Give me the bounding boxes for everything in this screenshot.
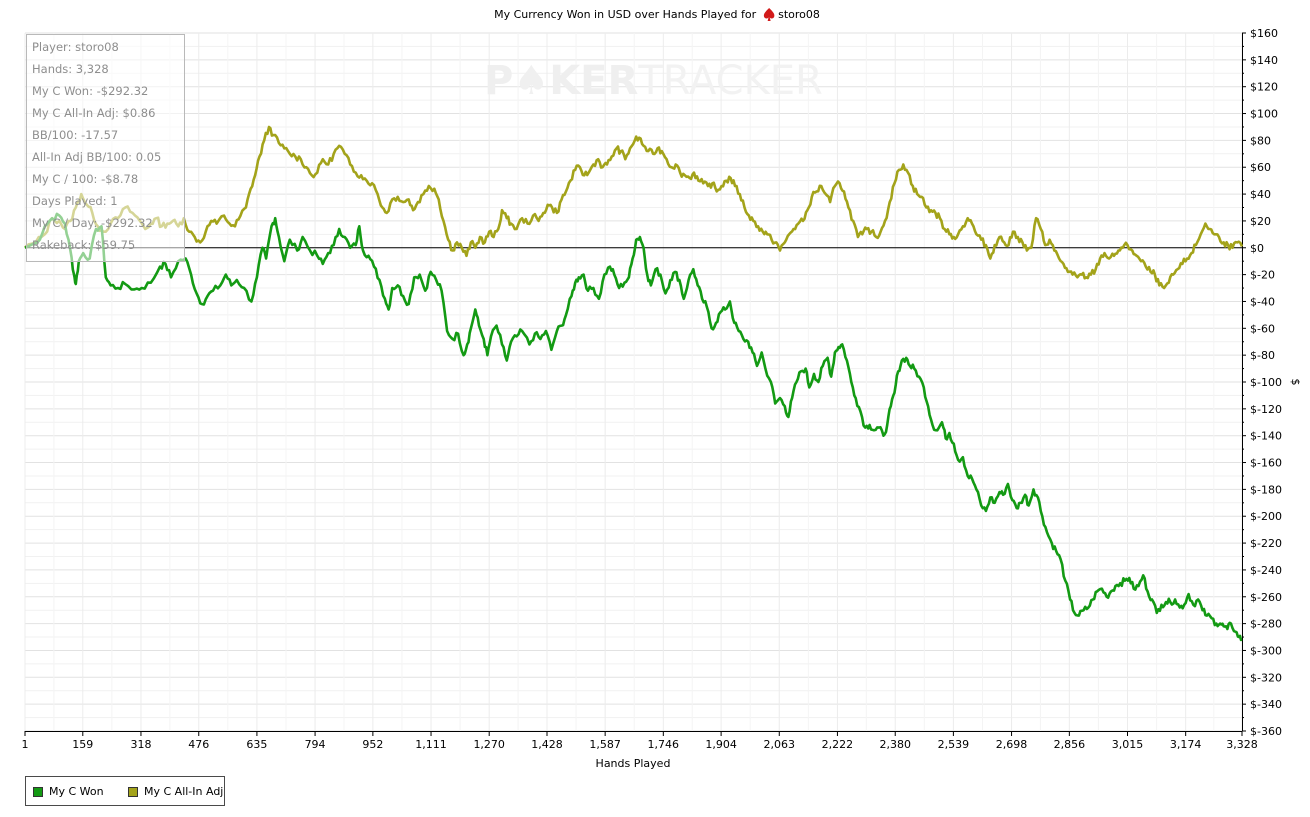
x-tick-label: 2,222 — [822, 738, 854, 751]
pokertracker-watermark: P♠KERTRACKER — [484, 58, 823, 104]
x-tick-label: 1,270 — [473, 738, 505, 751]
y-tick-label: $-320 — [1250, 671, 1282, 684]
chart-title-player: storo08 — [778, 8, 820, 21]
series-layer — [24, 125, 1244, 642]
x-tick-label: 1,904 — [705, 738, 737, 751]
watermark-part2: KER — [549, 58, 639, 104]
watermark-spade-icon: ♠ — [513, 58, 550, 104]
x-tick-label: 952 — [362, 738, 383, 751]
y-tick-label: $40 — [1250, 188, 1271, 201]
series-line-allin-adj — [24, 125, 1244, 290]
x-tick-label: 1 — [22, 738, 29, 751]
stat-allin-adj: My C All-In Adj: $0.86 — [32, 106, 156, 120]
y-tick-label: $0 — [1250, 242, 1264, 255]
y-tick-label: $-120 — [1250, 403, 1282, 416]
y-tick-label: $-80 — [1250, 349, 1275, 362]
y-tick-label: $-200 — [1250, 510, 1282, 523]
x-tick-label: 1,111 — [415, 738, 447, 751]
stat-per100: My C / 100: -$8.78 — [32, 172, 139, 186]
stat-hands: Hands: 3,328 — [32, 62, 109, 76]
stat-allin-bb100: All-In Adj BB/100: 0.05 — [32, 150, 162, 164]
y-tick-label: $80 — [1250, 134, 1271, 147]
chart-title: My Currency Won in USD over Hands Played… — [494, 8, 757, 21]
stat-days: Days Played: 1 — [32, 194, 118, 208]
legend-item-allin[interactable]: My C All-In Adj — [128, 785, 223, 798]
x-tick-label: 1,587 — [589, 738, 621, 751]
grid-layer — [24, 32, 1243, 732]
y-tick-label: $160 — [1250, 27, 1278, 40]
stat-bb100: BB/100: -17.57 — [32, 128, 119, 142]
stat-player: Player: storo08 — [32, 40, 119, 54]
stats-box: Player: storo08 Hands: 3,328 My C Won: -… — [26, 34, 185, 262]
y-tick-label: $-260 — [1250, 591, 1282, 604]
legend-label-won: My C Won — [49, 785, 104, 798]
x-tick-label: 159 — [72, 738, 93, 751]
legend-swatch-won — [33, 786, 43, 797]
series-line-won — [24, 212, 1243, 642]
x-tick-label: 3,174 — [1170, 738, 1202, 751]
x-tick-label: 3,015 — [1112, 738, 1144, 751]
y-tick-label: $-360 — [1250, 725, 1282, 738]
legend-item-won[interactable]: My C Won — [33, 785, 104, 798]
x-tick-label: 2,698 — [996, 738, 1028, 751]
x-tick-label: 1,746 — [648, 738, 680, 751]
y-tick-label: $-340 — [1250, 698, 1282, 711]
x-tick-label: 635 — [246, 738, 267, 751]
y-tick-label: $60 — [1250, 161, 1271, 174]
axes-layer: $160 $140 $120 $100 $80 $60 $40 $20 $0 $-20 $-40 $-… — [22, 27, 1282, 751]
y-tick-label: $20 — [1250, 215, 1271, 228]
x-tick-label: 2,380 — [879, 738, 911, 751]
watermark-part1: P — [484, 58, 514, 104]
x-tick-label: 794 — [305, 738, 326, 751]
watermark-part3: TRACKER — [638, 58, 823, 104]
y-tick-label: $-60 — [1250, 322, 1275, 335]
legend-label-allin: My C All-In Adj — [144, 785, 224, 798]
x-tick-label: 476 — [188, 738, 209, 751]
stat-per-day: My C / Day: -$292.32 — [32, 216, 153, 230]
stat-rakeback: Rakeback: $59.75 — [32, 238, 136, 252]
x-tick-label: 2,539 — [938, 738, 970, 751]
legend-swatch-allin — [128, 786, 138, 797]
x-tick-label: 1,428 — [531, 738, 563, 751]
x-tick-label: 2,063 — [764, 738, 796, 751]
y-tick-label: $-280 — [1250, 618, 1282, 631]
y-tick-label: $-300 — [1250, 644, 1282, 657]
title-player-group: storo08 — [763, 8, 820, 21]
chart-title-text: My Currency Won in USD over Hands Played… — [494, 8, 757, 21]
x-tick-label: 318 — [130, 738, 151, 751]
y-tick-label: $100 — [1250, 108, 1278, 121]
y-tick-label: $-240 — [1250, 564, 1282, 577]
y-tick-label: $140 — [1250, 54, 1278, 67]
y-tick-label: $-180 — [1250, 483, 1282, 496]
x-axis-label: Hands Played — [596, 757, 671, 770]
y-tick-label: $-220 — [1250, 537, 1282, 550]
legend: My C Won My C All-In Adj — [25, 776, 225, 806]
y-tick-label: $-40 — [1250, 295, 1275, 308]
spade-icon — [763, 8, 775, 21]
y-axis-label: $ — [1289, 379, 1302, 386]
y-tick-label: $-160 — [1250, 457, 1282, 470]
y-tick-label: $120 — [1250, 81, 1278, 94]
y-tick-label: $-140 — [1250, 430, 1282, 443]
stat-won: My C Won: -$292.32 — [32, 84, 149, 98]
y-tick-label: $-20 — [1250, 269, 1275, 282]
x-tick-label: 3,328 — [1226, 738, 1258, 751]
y-tick-label: $-100 — [1250, 376, 1282, 389]
x-tick-label: 2,856 — [1054, 738, 1086, 751]
